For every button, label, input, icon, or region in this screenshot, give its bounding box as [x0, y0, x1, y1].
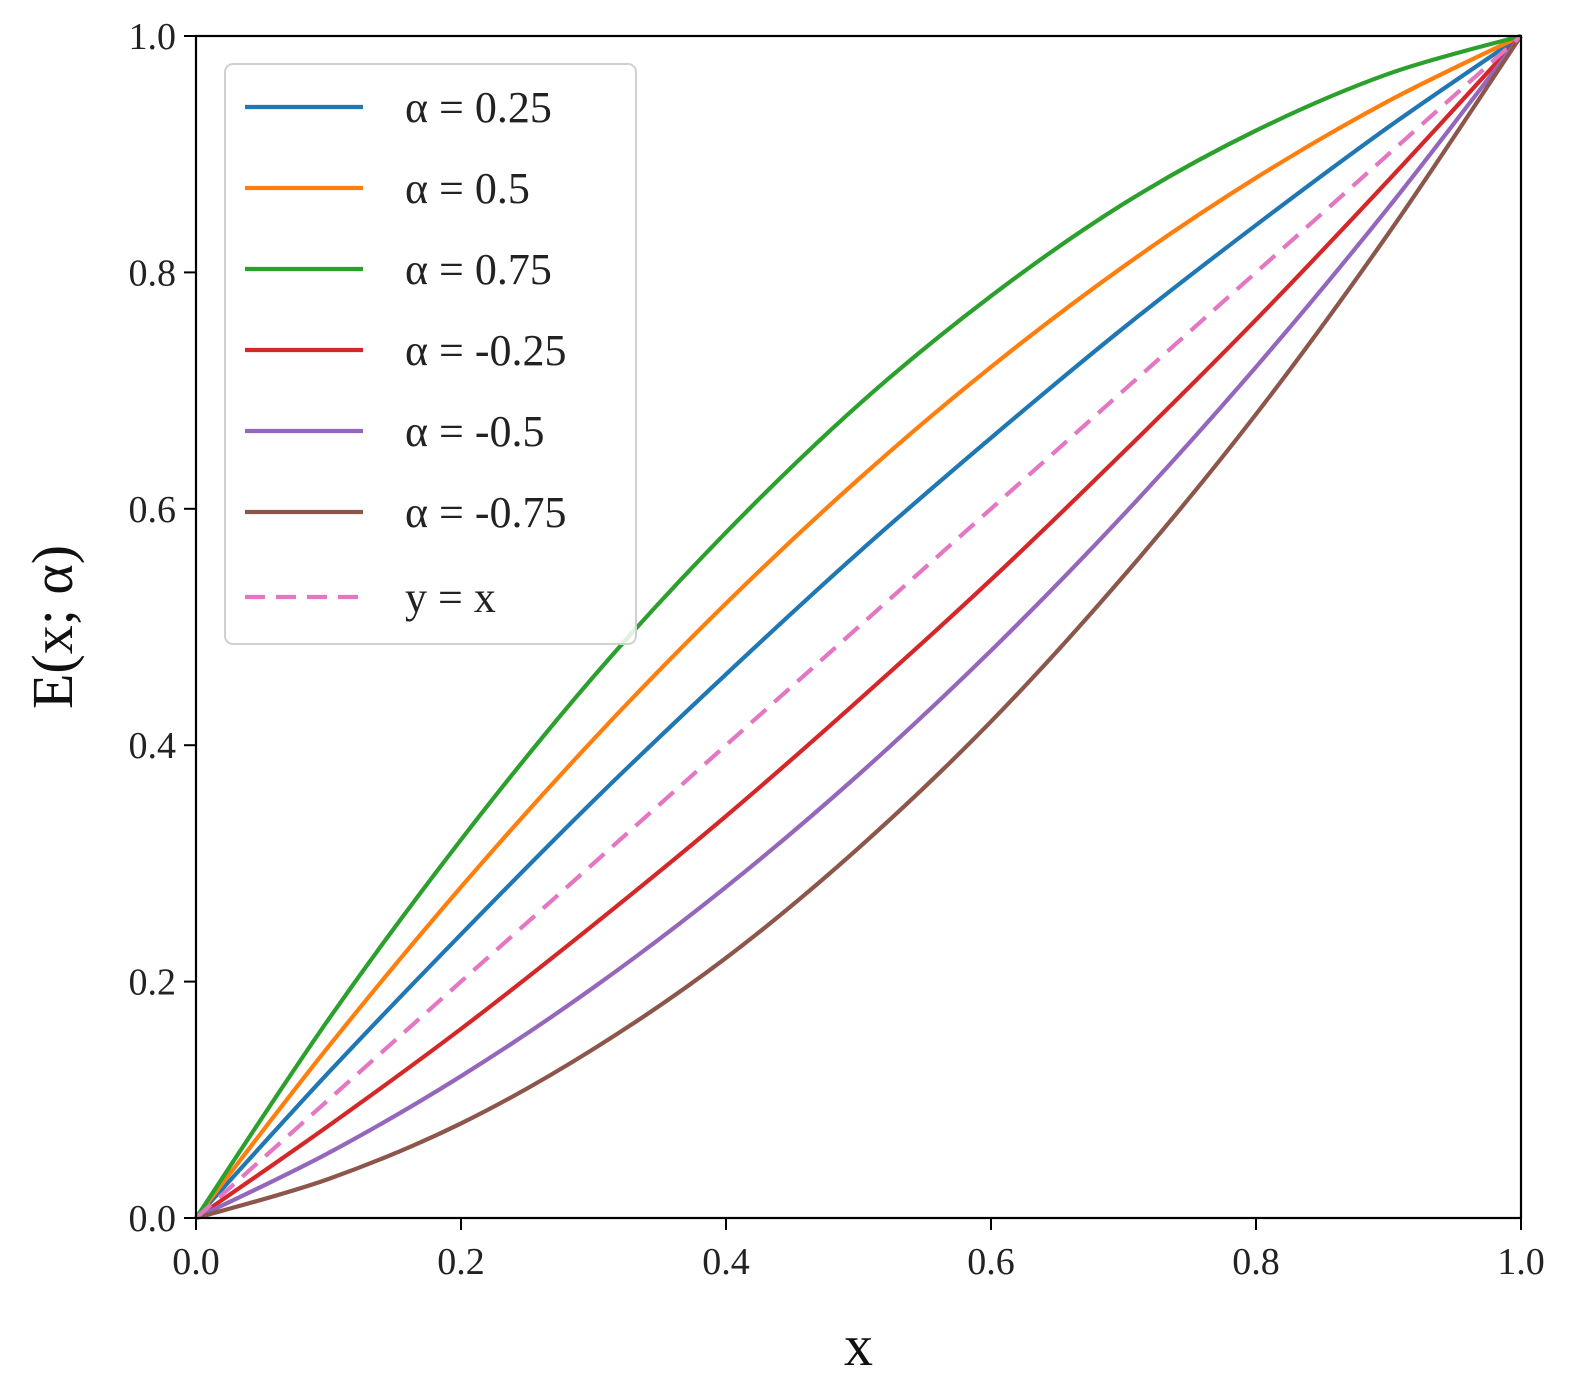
- legend-label-2: α = 0.5: [405, 164, 530, 213]
- x-tick-label: 0.6: [967, 1241, 1015, 1283]
- axis-ticks: 0.0 0.2 0.4 0.6 0.8 1.0 0.0 0.2 0.4 0.6 0.8 1.0: [129, 16, 1545, 1283]
- y-tick-label: 0.6: [129, 489, 177, 531]
- y-axis-title: E(x; α): [20, 545, 85, 709]
- legend-label-5: α = -0.5: [405, 407, 545, 456]
- y-tick-label: 1.0: [129, 16, 177, 58]
- x-tick-label: 1.0: [1497, 1241, 1545, 1283]
- series-line-7: [194, 34, 1523, 1220]
- plot-frame: [194, 34, 1523, 1220]
- legend-label-7: y = x: [405, 573, 496, 622]
- series-line-5: [195, 34, 1523, 1220]
- legend-label-1: α = 0.25: [405, 83, 552, 132]
- y-tick-label: 0.4: [129, 725, 177, 767]
- series-line-3: [194, 33, 1522, 1220]
- series-line-1: [194, 34, 1523, 1220]
- series-lines: [194, 33, 1523, 1221]
- x-axis-title: x: [844, 1313, 873, 1378]
- y-tick-label: 0.0: [129, 1198, 177, 1240]
- x-tick-label: 0.8: [1232, 1241, 1280, 1283]
- x-tick-label: 0.4: [702, 1241, 750, 1283]
- y-tick-label: 0.8: [129, 252, 177, 294]
- y-tick-label: 0.2: [129, 962, 177, 1004]
- legend-box: [224, 63, 637, 645]
- x-tick-label: 0.2: [437, 1241, 485, 1283]
- series-line-4: [194, 34, 1523, 1220]
- series-line-2: [194, 34, 1522, 1220]
- series-line-6: [195, 34, 1523, 1221]
- legend: α = 0.25 α = 0.5 α = 0.75 α = -0.25 α = -0.5…: [224, 63, 637, 645]
- legend-label-6: α = -0.75: [405, 488, 567, 537]
- legend-label-4: α = -0.25: [405, 326, 567, 375]
- legend-label-3: α = 0.75: [405, 245, 552, 294]
- x-tick-label: 0.0: [172, 1241, 220, 1283]
